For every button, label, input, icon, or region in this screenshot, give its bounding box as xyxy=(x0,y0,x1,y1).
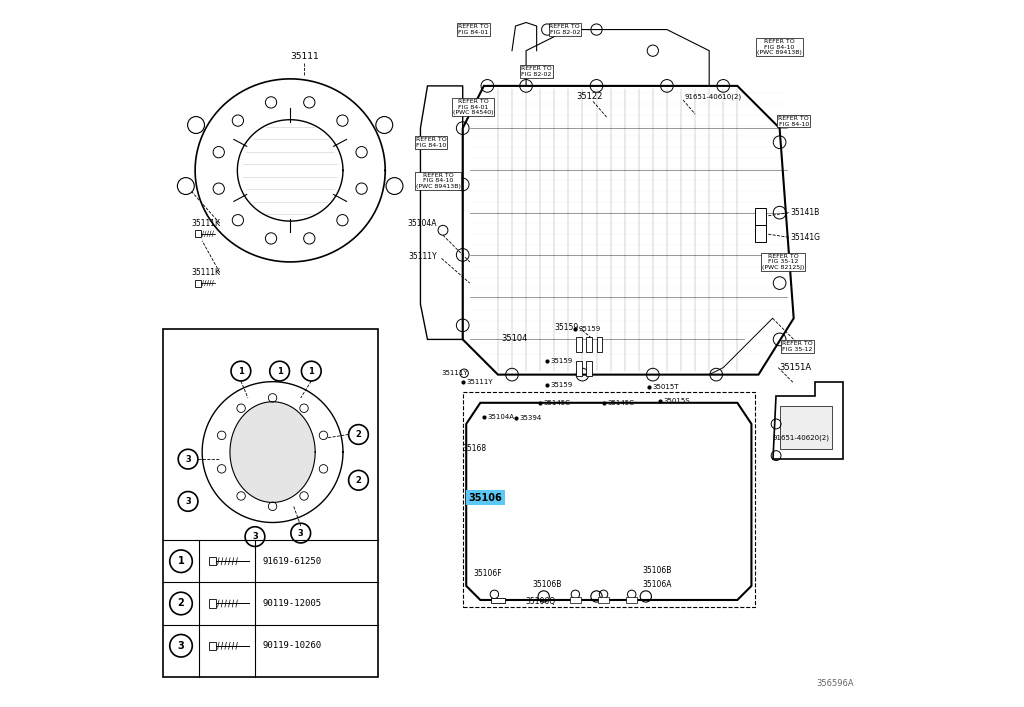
Text: 35141G: 35141G xyxy=(791,233,820,242)
Text: 35104: 35104 xyxy=(502,334,527,342)
Text: 1: 1 xyxy=(177,556,184,566)
Text: REFER TO
FIG 82-02: REFER TO FIG 82-02 xyxy=(550,24,581,35)
Text: 35106B: 35106B xyxy=(532,580,562,589)
Text: 35106: 35106 xyxy=(468,493,502,503)
Text: REFER TO
FIG 84-01
(PWC 84540): REFER TO FIG 84-01 (PWC 84540) xyxy=(453,99,494,115)
Text: 35104A: 35104A xyxy=(487,414,514,420)
Bar xyxy=(577,361,582,376)
Text: 35394: 35394 xyxy=(519,415,542,421)
Bar xyxy=(196,279,201,286)
Bar xyxy=(626,597,637,603)
Text: 3: 3 xyxy=(185,455,190,464)
Bar xyxy=(597,337,602,352)
Text: 35159: 35159 xyxy=(551,358,573,363)
Text: 35106Q: 35106Q xyxy=(525,597,555,606)
Text: 35111K: 35111K xyxy=(191,218,220,228)
Bar xyxy=(569,597,581,603)
Text: 3: 3 xyxy=(185,497,190,506)
Text: REFER TO
FIG 84-10: REFER TO FIG 84-10 xyxy=(778,116,809,127)
Text: REFER TO
FIG 82-02: REFER TO FIG 82-02 xyxy=(521,66,552,77)
Bar xyxy=(779,407,833,448)
Text: 35111Y: 35111Y xyxy=(441,370,468,376)
Text: 35141B: 35141B xyxy=(791,208,819,217)
Text: 91651-40610(2): 91651-40610(2) xyxy=(684,93,741,100)
Text: REFER TO
FIG 35-12
(PWC 82125J): REFER TO FIG 35-12 (PWC 82125J) xyxy=(762,254,804,270)
Text: 35159: 35159 xyxy=(555,323,579,332)
Text: 2: 2 xyxy=(355,430,361,439)
Text: 35122: 35122 xyxy=(577,92,603,101)
Text: REFER TO
FIG 84-10: REFER TO FIG 84-10 xyxy=(416,137,446,148)
Text: 91651-40620(2): 91651-40620(2) xyxy=(772,435,829,441)
Ellipse shape xyxy=(230,402,315,503)
Text: 35145C: 35145C xyxy=(607,399,634,406)
Text: 35159: 35159 xyxy=(551,382,573,388)
Text: 35168: 35168 xyxy=(463,444,486,453)
Bar xyxy=(577,337,582,352)
Polygon shape xyxy=(772,382,843,459)
Text: 35145C: 35145C xyxy=(544,399,570,406)
Bar xyxy=(209,641,215,650)
Text: 1: 1 xyxy=(276,367,283,375)
Text: 91619-61250: 91619-61250 xyxy=(262,556,322,566)
Text: 3: 3 xyxy=(298,529,303,537)
Text: 35151A: 35151A xyxy=(779,363,812,372)
Text: 2: 2 xyxy=(355,476,361,485)
Text: 35111Y: 35111Y xyxy=(466,379,493,385)
Bar xyxy=(209,557,215,566)
Bar xyxy=(209,600,215,608)
Bar xyxy=(755,226,766,243)
Text: 1: 1 xyxy=(238,367,244,375)
Text: 3: 3 xyxy=(177,641,184,650)
Text: 35159: 35159 xyxy=(579,326,601,332)
Text: 35111: 35111 xyxy=(290,52,318,62)
Text: REFER TO
FIG 84-10
(PWC 89413B): REFER TO FIG 84-10 (PWC 89413B) xyxy=(757,39,802,55)
Text: REFER TO
FIG 84-01: REFER TO FIG 84-01 xyxy=(458,24,488,35)
Text: 1: 1 xyxy=(308,367,314,375)
Bar xyxy=(586,337,592,352)
Text: 2: 2 xyxy=(177,599,184,609)
Text: 3: 3 xyxy=(252,532,258,541)
Text: 90119-10260: 90119-10260 xyxy=(262,641,322,650)
Text: 90119-12005: 90119-12005 xyxy=(262,599,322,608)
Text: 35015T: 35015T xyxy=(653,385,679,390)
Text: 35106A: 35106A xyxy=(642,580,672,589)
Bar xyxy=(586,361,592,376)
Text: 35106B: 35106B xyxy=(642,566,672,575)
Bar xyxy=(196,230,201,238)
Bar xyxy=(755,208,766,225)
Bar xyxy=(463,392,755,607)
Polygon shape xyxy=(487,424,734,583)
Text: REFER TO
FIG 84-10
(PWC 89413B): REFER TO FIG 84-10 (PWC 89413B) xyxy=(416,173,461,189)
Text: 35106F: 35106F xyxy=(473,568,502,578)
Polygon shape xyxy=(466,403,752,600)
Bar xyxy=(598,597,609,603)
Bar xyxy=(490,598,505,604)
Text: 35111Y: 35111Y xyxy=(409,252,437,261)
Text: 356596A: 356596A xyxy=(816,679,854,688)
FancyBboxPatch shape xyxy=(164,329,378,677)
Text: 35015S: 35015S xyxy=(664,398,690,404)
Text: 35111K: 35111K xyxy=(191,268,220,277)
Text: 35104A: 35104A xyxy=(408,218,437,228)
Text: REFER TO
FIG 35-12: REFER TO FIG 35-12 xyxy=(782,341,813,352)
